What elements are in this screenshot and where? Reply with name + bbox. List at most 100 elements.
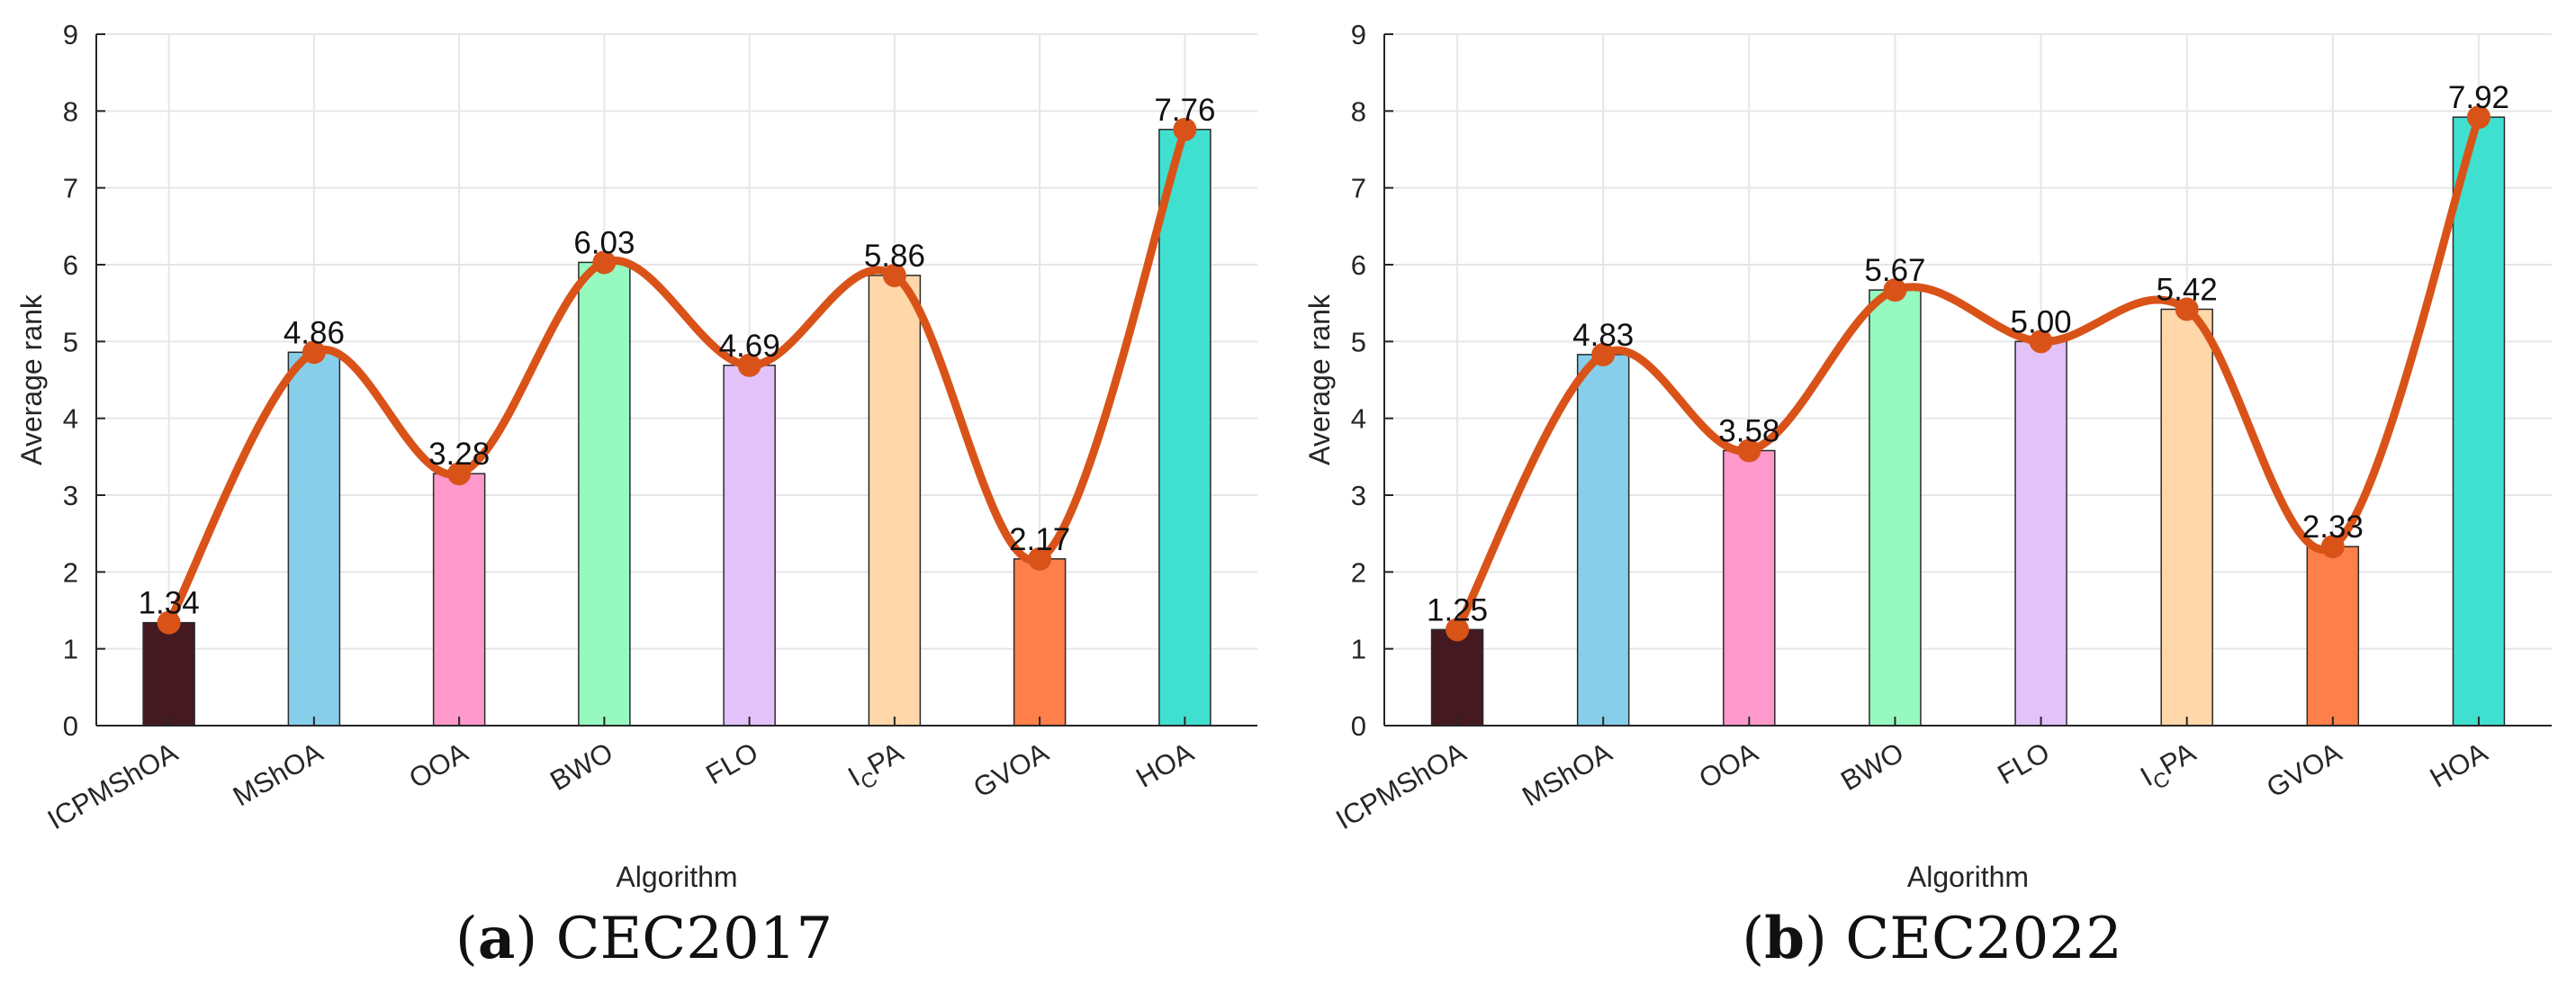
y-tick-label: 6	[63, 249, 78, 281]
data-label: 2.33	[2302, 510, 2364, 545]
data-label: 1.25	[1427, 592, 1488, 627]
chart-panel-a: 0 1 2 3 4 5 6 7 8 9 ICPMShOA MShOA OOA BWO FLO ICPA GVOA…	[15, 19, 1257, 972]
y-ticks: 0 1 2 3 4 5 6 7 8 9	[1351, 19, 1393, 742]
y-tick-label: 4	[1351, 403, 1366, 435]
bar	[2452, 116, 2506, 727]
bars	[1430, 116, 2506, 727]
data-point	[157, 610, 181, 635]
markers	[1446, 105, 2490, 642]
chart-a: 0 1 2 3 4 5 6 7 8 9 ICPMShOA MShOA OOA BWO FLO ICPA GVOA…	[15, 19, 1257, 893]
x-tick-label: ICPMShOA	[1330, 736, 1472, 836]
bar	[723, 365, 776, 727]
data-point	[1591, 342, 1616, 366]
x-ticks	[1456, 717, 2480, 726]
y-tick-label: 7	[63, 173, 78, 204]
y-ticks: 0 1 2 3 4 5 6 7 8 9	[63, 19, 105, 742]
data-label: 3.28	[428, 437, 490, 472]
y-tick-label: 9	[1351, 19, 1366, 50]
data-label: 5.67	[1864, 253, 1925, 288]
x-axis-title: Algorithm	[1907, 861, 2029, 893]
bar	[1013, 558, 1067, 727]
data-label: 4.83	[1572, 318, 1634, 353]
data-label: 4.69	[719, 329, 780, 364]
x-tick-label: GVOA	[2261, 736, 2346, 804]
caption-title: CEC2017	[555, 906, 833, 972]
x-tick-label: FLO	[1992, 736, 2055, 790]
bar	[1576, 354, 1630, 727]
y-tick-label: 4	[63, 403, 78, 435]
data-point	[2175, 297, 2199, 321]
data-point	[2320, 535, 2345, 559]
data-point	[592, 250, 617, 275]
x-tick-label: HOA	[1130, 736, 1199, 794]
caption-letter: a	[477, 905, 516, 972]
bar	[2160, 308, 2213, 727]
x-tick-label: OOA	[1694, 736, 1763, 795]
y-tick-label: 9	[63, 19, 78, 50]
x-tick-label: MShOA	[228, 736, 329, 813]
bar	[868, 275, 922, 727]
data-point	[882, 263, 906, 287]
data-label: 5.86	[864, 239, 925, 274]
bar	[578, 261, 631, 727]
y-axis-title: Average rank	[15, 293, 48, 465]
y-tick-label: 2	[63, 556, 78, 588]
data-point	[1173, 117, 1197, 141]
data-labels: 1.34 4.86 3.28 6.03 4.69 5.86 2.17 7.76	[139, 93, 1216, 621]
data-label: 5.00	[2011, 304, 2072, 339]
data-point	[447, 462, 472, 486]
bar	[2014, 340, 2067, 727]
x-tick-label: BWO	[545, 736, 618, 797]
data-point	[1737, 438, 1761, 463]
plot-area	[1384, 34, 2552, 726]
y-tick-label: 3	[63, 480, 78, 511]
data-point	[1883, 278, 1907, 302]
x-tick-label: ICPMShOA	[42, 736, 184, 836]
data-point	[2029, 329, 2053, 354]
x-tick-label: HOA	[2425, 736, 2493, 794]
x-tick-label: GVOA	[968, 736, 1054, 804]
markers	[157, 117, 1197, 635]
y-tick-label: 0	[1351, 710, 1366, 742]
chart-panel-b: 0 1 2 3 4 5 6 7 8 9 ICPMShOA MShOA OOA BWO FLO ICPA GVOA…	[1288, 0, 2576, 1002]
x-tick-labels: ICPMShOA MShOA OOA BWO FLO ICPA GVOA HOA	[42, 736, 1199, 836]
x-axis-title: Algorithm	[616, 861, 737, 893]
plot-area	[96, 34, 1257, 726]
data-point	[1028, 546, 1052, 571]
x-tick-label: OOA	[403, 736, 473, 795]
data-label: 3.58	[1718, 414, 1779, 449]
y-tick-label: 5	[1351, 326, 1366, 357]
y-tick-label: 8	[63, 95, 78, 127]
y-tick-label: 1	[1351, 634, 1366, 665]
data-point	[302, 340, 326, 365]
y-tick-label: 7	[1351, 173, 1366, 204]
x-tick-label: ICPA	[2135, 736, 2204, 799]
x-tick-label: FLO	[700, 736, 763, 790]
data-point	[737, 353, 761, 377]
y-tick-label: 2	[1351, 556, 1366, 588]
bar	[287, 351, 341, 727]
chart-b: 0 1 2 3 4 5 6 7 8 9 ICPMShOA MShOA OOA BWO FLO ICPA GVOA…	[1303, 19, 2552, 893]
y-tick-label: 6	[1351, 249, 1366, 281]
bars	[142, 129, 1211, 727]
x-ticks	[167, 717, 1186, 726]
data-labels: 1.25 4.83 3.58 5.67 5.00 5.42 2.33 7.92	[1427, 80, 2509, 627]
y-axis-title: Average rank	[1303, 293, 1336, 465]
y-tick-label: 1	[63, 634, 78, 665]
x-tick-labels: ICPMShOA MShOA OOA BWO FLO ICPA GVOA HOA	[1330, 736, 2492, 836]
data-label: 7.92	[2448, 80, 2509, 115]
x-tick-label: BWO	[1835, 736, 1909, 797]
y-tick-label: 0	[63, 710, 78, 742]
caption-b: (b) CEC2022	[1742, 905, 2122, 972]
data-label: 5.42	[2157, 272, 2218, 307]
caption-letter: b	[1764, 905, 1805, 972]
x-tick-label: ICPA	[842, 736, 912, 799]
data-label: 4.86	[284, 315, 345, 350]
data-label: 2.17	[1009, 522, 1070, 557]
bar	[1158, 129, 1211, 727]
bar	[1430, 628, 1484, 727]
data-label: 7.76	[1154, 93, 1215, 128]
bar	[432, 473, 486, 727]
bar	[2306, 546, 2360, 727]
bar	[1869, 289, 1922, 727]
